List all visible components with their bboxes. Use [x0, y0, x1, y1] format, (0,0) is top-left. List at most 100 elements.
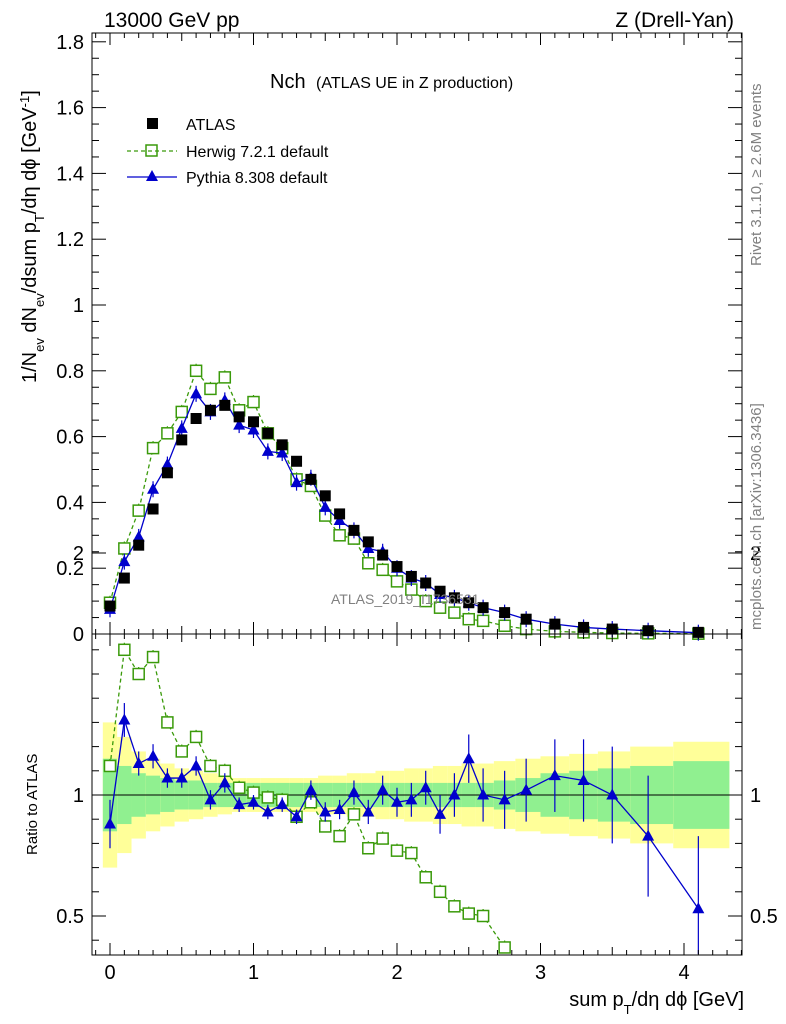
herwig-ratio-point	[333, 829, 346, 843]
legend: ATLAS Herwig 7.2.1 default Pythia 8.308 …	[127, 117, 329, 187]
main-y-tick-label: 1.6	[56, 98, 84, 120]
herwig-main-point	[376, 563, 389, 577]
herwig-ratio-point	[419, 871, 432, 884]
herwig-ratio-point	[204, 759, 217, 773]
main-y-tick-label: 0.6	[56, 427, 84, 449]
atlas-main-point	[362, 536, 374, 548]
pythia-ratio-point	[175, 771, 188, 783]
main-y-tick-label: 1	[73, 295, 84, 317]
pythia-ratio-point	[233, 798, 246, 810]
pythia-ratio-point	[548, 769, 561, 781]
herwig-main-line	[109, 369, 699, 635]
atlas-main-point	[377, 549, 389, 561]
main-y-axis-label: 1/Nev dNev/dsum pT/dη dϕ [GeV-1]	[17, 90, 47, 383]
pythia-main-line	[109, 392, 699, 634]
atlas-main-point	[405, 570, 417, 582]
pythia-ratio-point	[190, 759, 203, 771]
pythia-main-point	[290, 476, 303, 488]
herwig-main-point	[218, 371, 232, 384]
legend-atlas-label: ATLAS	[186, 117, 236, 134]
herwig-main-point	[333, 529, 346, 542]
herwig-main-point	[118, 542, 131, 555]
pythia-ratio-point	[577, 773, 590, 785]
pythia-ratio-point	[290, 810, 303, 822]
herwig-ratio-point	[189, 730, 203, 744]
atlas-main-point	[204, 404, 216, 416]
herwig-main-point	[362, 557, 375, 570]
herwig-ratio-point	[362, 841, 375, 855]
herwig-main-point	[448, 606, 461, 619]
herwig-ratio-point	[232, 781, 246, 794]
plot-title-sub: (ATLAS UE in Z production)	[316, 75, 513, 92]
herwig-ratio-point	[476, 909, 490, 923]
mcplots-info-label: mcplots.cern.ch [arXiv:1306.3436]	[748, 403, 765, 630]
atlas-main-point	[104, 600, 116, 612]
pythia-ratio-point	[477, 788, 490, 800]
pythia-main-point	[147, 482, 160, 494]
x-tick-label: 1	[248, 962, 259, 984]
pythia-ratio-point	[434, 807, 447, 819]
herwig-ratio-point	[347, 808, 361, 821]
atlas-main-point	[348, 524, 360, 536]
herwig-ratio-point	[448, 900, 461, 913]
pythia-ratio-point	[462, 752, 475, 764]
legend-atlas-marker	[147, 118, 158, 129]
pythia-main-point	[362, 541, 375, 553]
herwig-ratio-point	[319, 820, 332, 833]
pythia-ratio-point	[319, 805, 332, 817]
atlas-main-point	[420, 577, 432, 589]
herwig-main-point	[132, 504, 145, 517]
atlas-main-point	[642, 625, 654, 637]
herwig-ratio-line	[109, 647, 506, 948]
pythia-ratio-point	[419, 781, 432, 793]
x-tick-label: 3	[535, 962, 546, 984]
plot-title-main: Nch	[270, 71, 306, 93]
herwig-ratio-point	[433, 885, 447, 899]
pythia-ratio-point	[391, 795, 403, 807]
herwig-ratio-point	[132, 667, 145, 681]
atlas-main-point	[391, 561, 403, 573]
atlas-main-point	[463, 597, 475, 609]
pythia-main-point	[161, 458, 174, 470]
pythia-ratio-point	[376, 783, 389, 795]
atlas-main-point	[305, 473, 317, 485]
pythia-ratio-point	[276, 798, 289, 810]
pythia-ratio-point	[606, 788, 619, 800]
pythia-main-point	[175, 421, 188, 433]
x-axis-label: sum pT/dη dϕ [GeV]	[569, 989, 744, 1017]
herwig-main-point	[161, 427, 174, 440]
herwig-main-point	[419, 594, 432, 608]
herwig-main-point	[476, 614, 490, 628]
herwig-main-point	[146, 441, 160, 455]
legend-pythia-marker	[146, 170, 158, 181]
herwig-ratio-point	[118, 643, 131, 657]
x-tick-label: 0	[104, 962, 115, 984]
ratio-y-tick-label-right: 2	[750, 543, 761, 565]
main-y-tick-label: 0.8	[56, 361, 84, 383]
herwig-ratio-point	[175, 745, 188, 758]
ratio-y-tick-label-left: 0.5	[56, 906, 84, 928]
main-y-tick-label: 1.4	[56, 163, 84, 185]
herwig-main-point	[498, 619, 511, 633]
pythia-ratio-point	[304, 783, 317, 795]
ratio-y-tick-label-right: 0.5	[750, 906, 778, 928]
pythia-main-point	[319, 500, 332, 512]
ratio-y-axis-label: Ratio to ATLAS	[24, 754, 41, 855]
legend-herwig-label: Herwig 7.2.1 default	[186, 144, 329, 161]
pythia-main-point	[247, 423, 260, 435]
herwig-ratio-point	[498, 941, 511, 954]
atlas-main-point	[276, 439, 288, 451]
main-y-tick-label: 1.2	[56, 229, 84, 251]
pythia-ratio-point	[218, 776, 231, 788]
legend-herwig-marker	[145, 144, 158, 157]
plot-title: Nch (ATLAS UE in Z production)	[270, 71, 513, 93]
atlas-main-point	[161, 467, 173, 479]
atlas-main-point	[219, 399, 231, 411]
x-tick-label: 4	[678, 962, 689, 984]
herwig-main-point	[247, 395, 260, 409]
header-process-label: Z (Drell-Yan)	[615, 9, 734, 32]
herwig-ratio-point	[405, 846, 418, 860]
herwig-ratio-point	[103, 759, 117, 773]
atlas-main-point	[233, 411, 245, 423]
